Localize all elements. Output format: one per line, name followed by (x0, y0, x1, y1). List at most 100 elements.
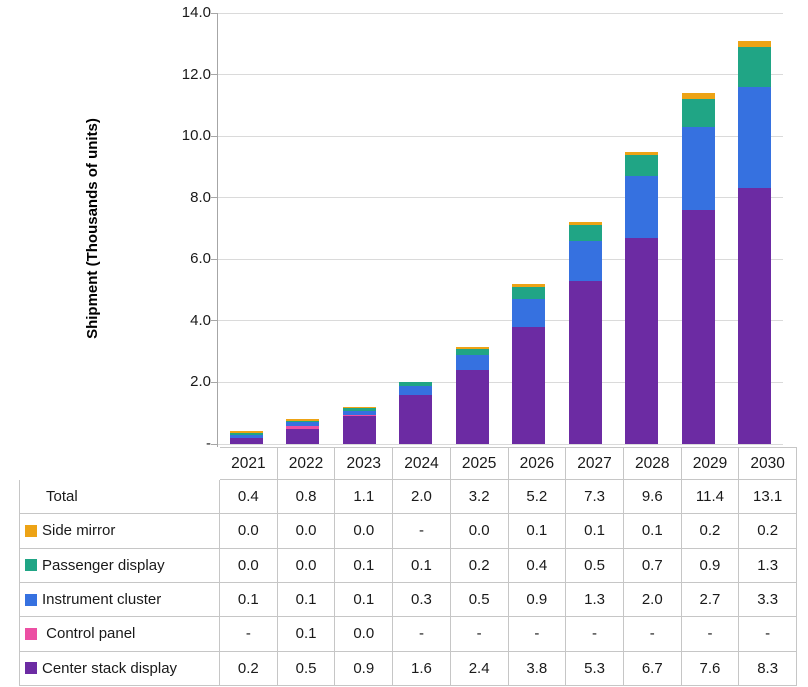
gridline (218, 381, 783, 383)
bar-segment (229, 432, 263, 435)
value-cell: 0.0 (220, 548, 278, 583)
bar-segment (286, 418, 320, 421)
bar-segment (455, 354, 489, 371)
bar-segment (625, 176, 659, 238)
gridline (218, 74, 783, 76)
y-axis-tick (211, 197, 218, 199)
value-cell: 0.1 (335, 582, 394, 618)
bar-segment (738, 40, 772, 47)
bar-segment (512, 299, 546, 328)
legend-swatch (25, 627, 37, 640)
plot-area (218, 12, 783, 445)
bar-segment (568, 222, 602, 226)
bar-segment (738, 188, 772, 444)
value-cell: 5.3 (566, 651, 624, 686)
y-axis-tick-label: 10.0 (181, 127, 211, 145)
value-cell: 0.5 (277, 651, 336, 686)
bar-segment (512, 327, 546, 444)
row-label-text: Total (46, 488, 78, 506)
value-cell: 0.0 (335, 514, 394, 549)
value-cell: 0.9 (681, 548, 740, 583)
bar-segment (342, 416, 376, 444)
value-cell: 8.3 (739, 651, 797, 686)
row-label: Instrument cluster (19, 582, 220, 618)
row-label-text: Center stack display (42, 659, 178, 677)
bar-segment (568, 225, 602, 241)
gridline (218, 258, 783, 260)
value-cell: 0.1 (393, 548, 451, 583)
bar-segment (342, 414, 376, 417)
value-cell: - (681, 617, 740, 652)
row-label: Side mirror (19, 514, 220, 549)
gridline (218, 443, 783, 445)
year-header-cell: 2021 (220, 447, 278, 480)
y-axis-tick-label: 4.0 (190, 311, 211, 329)
value-cell: 1.3 (739, 548, 797, 583)
bar-segment (286, 428, 320, 444)
bar-segment (399, 382, 433, 386)
y-axis-tick (211, 258, 218, 260)
value-cell: 0.2 (681, 514, 740, 549)
y-axis-line (217, 13, 218, 449)
value-cell: 3.3 (739, 582, 797, 618)
value-cell: 2.0 (623, 582, 682, 618)
y-axis-tick-label: 12.0 (181, 65, 211, 83)
row-label-text: Side mirror (42, 522, 116, 540)
value-cell: 1.6 (393, 651, 451, 686)
value-cell: 11.4 (681, 480, 740, 515)
value-cell: 7.6 (681, 651, 740, 686)
value-cell: 0.9 (508, 582, 567, 618)
value-cell: 0.2 (450, 548, 509, 583)
bar-segment (342, 406, 376, 409)
value-cell: - (450, 617, 509, 652)
gridline (218, 12, 783, 14)
value-cell: - (566, 617, 624, 652)
y-axis-tick-label: - (206, 435, 211, 452)
value-cell: - (508, 617, 567, 652)
value-cell: 0.1 (220, 582, 278, 618)
bar-segment (625, 151, 659, 155)
table-corner-cell (19, 447, 220, 480)
gridline (218, 197, 783, 199)
year-header-cell: 2022 (277, 447, 336, 480)
y-axis-tick (211, 320, 218, 322)
y-axis-tick-label: 14.0 (181, 4, 211, 21)
gridline (218, 135, 783, 137)
bar-segment (512, 283, 546, 287)
value-cell: 0.1 (623, 514, 682, 549)
row-label-text: Instrument cluster (42, 591, 162, 609)
bar-segment (455, 370, 489, 444)
value-cell: 0.7 (623, 548, 682, 583)
value-cell: 0.0 (277, 548, 336, 583)
bar-segment (342, 411, 376, 415)
year-header-cell: 2028 (623, 447, 682, 480)
value-cell: 0.4 (220, 480, 278, 515)
y-axis-tick (211, 74, 218, 76)
year-header-cell: 2029 (681, 447, 740, 480)
bar-segment (512, 287, 546, 300)
legend-swatch (25, 662, 37, 675)
y-axis-tick (211, 135, 218, 137)
bar-segment (625, 154, 659, 177)
bar-segment (625, 237, 659, 444)
y-axis-tick (211, 12, 218, 14)
value-cell: - (220, 617, 278, 652)
legend-swatch (25, 559, 37, 572)
bar-segment (681, 93, 715, 100)
bar-segment (229, 437, 263, 444)
value-cell: 0.1 (277, 582, 336, 618)
bar-segment (286, 422, 320, 426)
data-table: 2021 2022 2023 2024 2025 2026 2027 2028 2029 2030… (19, 447, 797, 686)
value-cell: 0.2 (220, 651, 278, 686)
value-cell: 0.1 (566, 514, 624, 549)
bar-segment (681, 126, 715, 211)
value-cell: 0.3 (393, 582, 451, 618)
value-cell: - (739, 617, 797, 652)
value-cell: 2.0 (393, 480, 451, 515)
value-cell: 0.0 (220, 514, 278, 549)
value-cell: 0.8 (277, 480, 336, 515)
value-cell: - (623, 617, 682, 652)
value-cell: 0.5 (450, 582, 509, 618)
year-header-cell: 2027 (566, 447, 624, 480)
